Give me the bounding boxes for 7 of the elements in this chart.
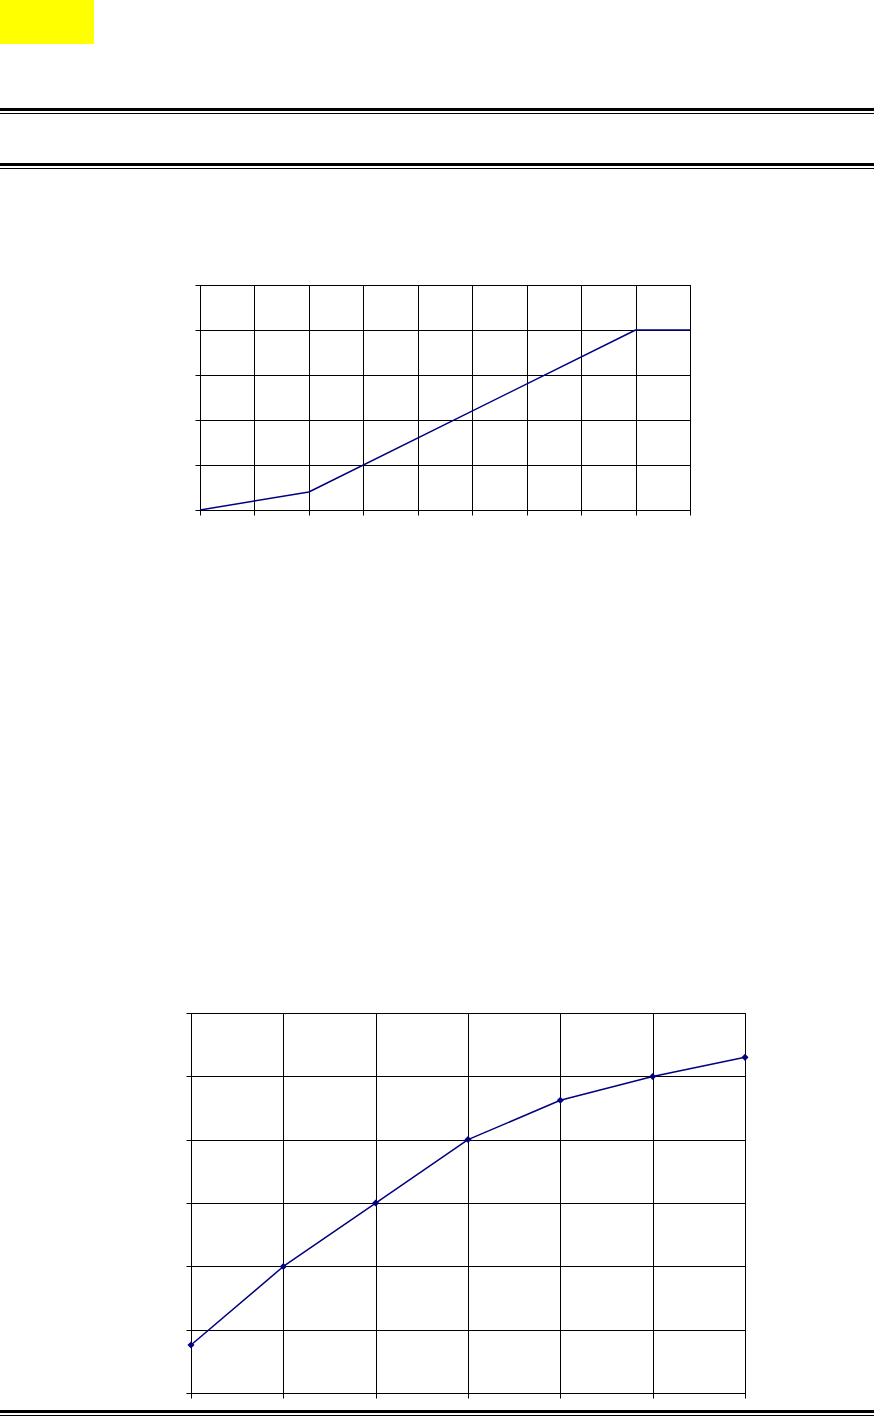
point [649,1072,657,1081]
point [741,1053,749,1061]
point [372,1199,380,1207]
point [187,1341,195,1349]
point [464,1136,472,1144]
point [556,1096,564,1104]
point [279,1262,287,1270]
